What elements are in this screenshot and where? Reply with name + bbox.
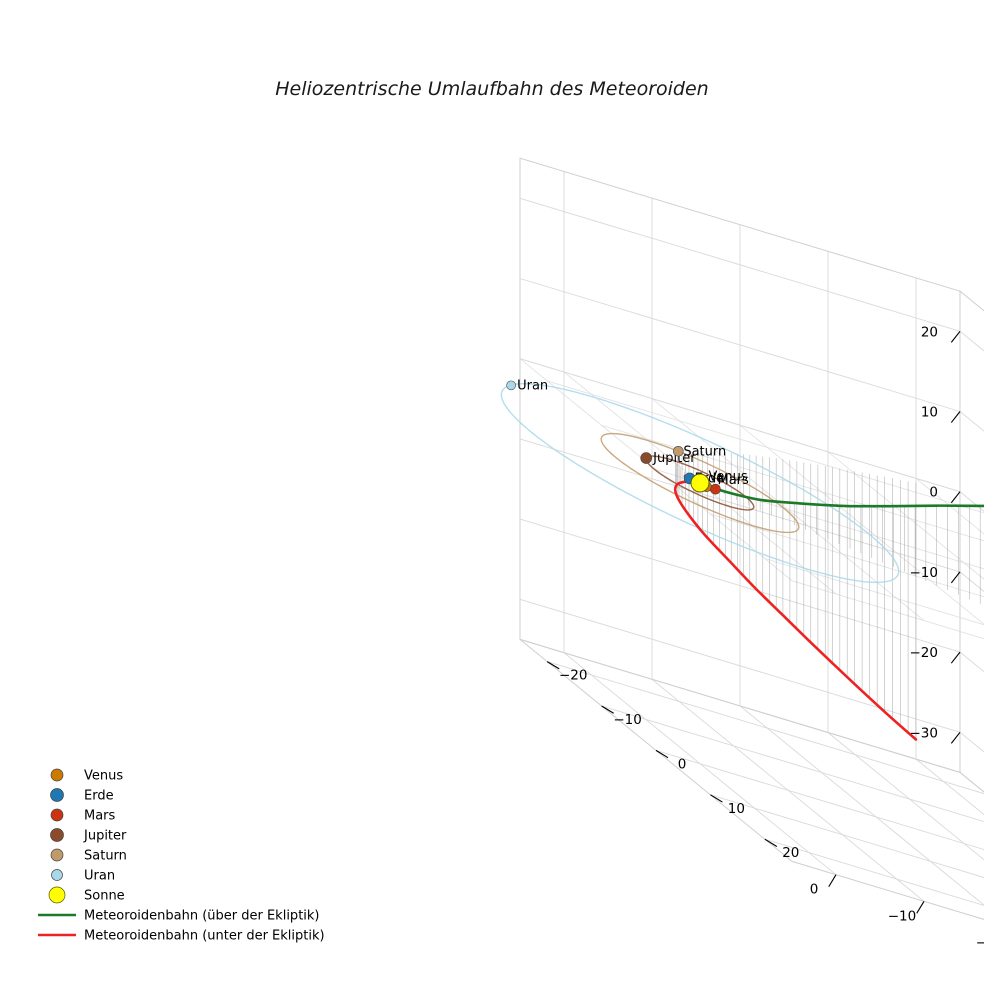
legend-dot-swatch (50, 828, 64, 842)
ytick-3: 10 (728, 801, 745, 817)
legend-dot-swatch (50, 808, 64, 822)
meteoroid-trajectory (673, 480, 984, 741)
xtick-4-mark (828, 874, 837, 888)
legend-dot-swatch (50, 768, 64, 782)
legend-item-mars: Mars (50, 808, 116, 824)
legend-label: Mars (84, 809, 116, 824)
legend-item-sonne: Sonne (48, 886, 125, 904)
xtick-3-mark (916, 901, 925, 914)
legend-item-erde: Erde (50, 788, 114, 804)
ztick-3: −10 (910, 565, 939, 581)
ytick-3-mark (710, 794, 723, 803)
body-uran: Uran (506, 378, 548, 393)
orbit-saturn (600, 432, 800, 534)
ytick-2: 0 (678, 756, 687, 772)
trajectory-stem-lines (675, 451, 981, 740)
marker-jupiter (640, 452, 652, 464)
ytick-2-mark (655, 749, 669, 759)
ztick-0: 20 (921, 324, 938, 340)
legend-dot-swatch (51, 869, 63, 881)
ytick-4: 20 (782, 845, 799, 861)
label-uran: Uran (517, 378, 548, 393)
marker-sonne (690, 473, 710, 493)
ztick-2: 0 (929, 485, 938, 501)
ztick-1-mark (950, 411, 961, 423)
legend-dot-swatch (48, 886, 66, 904)
xtick-2: −20 (976, 935, 984, 951)
ytick-0-mark (546, 661, 560, 670)
page-title: Heliozentrische Umlaufbahn des Meteoroid… (275, 78, 708, 100)
xtick-4: 0 (810, 882, 819, 898)
xtick-3: −10 (888, 908, 917, 924)
body-jupiter: Jupiter (640, 451, 696, 466)
legend-item-meteoroidenbahn-unter-der-ekliptik: Meteoroidenbahn (unter der Ekliptik) (38, 929, 325, 944)
legend-label: Sonne (84, 889, 125, 904)
legend-label: Uran (84, 869, 115, 884)
orbit-uran (500, 382, 900, 584)
legend-item-saturn: Saturn (50, 848, 127, 864)
marker-saturn (673, 445, 684, 457)
marker-mars (710, 483, 721, 495)
ytick-1-mark (601, 705, 614, 714)
ztick-5-mark (950, 731, 961, 744)
ytick-0: −20 (559, 668, 588, 684)
legend-item-meteoroidenbahn-ber-der-ekliptik: Meteoroidenbahn (über der Ekliptik) (38, 909, 320, 924)
body-saturn: Saturn (673, 444, 726, 459)
body-mars: Mars (710, 473, 749, 495)
ztick-4-mark (950, 651, 961, 664)
marker-uran (506, 380, 516, 391)
legend-dot-swatch (50, 788, 64, 802)
label-venus: Venus (709, 470, 748, 485)
body-sonne (690, 473, 710, 493)
ztick-5: −30 (910, 725, 939, 741)
legend-label: Jupiter (83, 829, 127, 844)
legend-dot-swatch (50, 848, 64, 862)
label-saturn: Saturn (683, 444, 726, 459)
ztick-4: −20 (910, 645, 939, 661)
meteoroid-track-above-ecliptic (698, 481, 984, 508)
legend-label: Erde (84, 789, 114, 804)
legend: Venus Erde Mars Jupiter Saturn Uran Sonne Meteo… (38, 769, 325, 944)
ztick-1: 10 (921, 405, 938, 421)
ytick-4-mark (764, 838, 778, 847)
ztick-0-mark (950, 330, 961, 343)
legend-label: Meteoroidenbahn (über der Ekliptik) (84, 909, 320, 924)
label-mars: Mars (717, 473, 749, 488)
legend-label: Saturn (84, 849, 127, 864)
legend-label: Meteoroidenbahn (unter der Ekliptik) (84, 929, 325, 944)
label-jupiter: Jupiter (652, 451, 696, 466)
legend-item-venus: Venus (50, 768, 123, 784)
meteoroid-track-below-ecliptic (673, 480, 918, 741)
ztick-2-mark (950, 491, 961, 504)
ytick-1: −10 (613, 712, 642, 728)
legend-item-uran: Uran (51, 869, 115, 884)
legend-label: Venus (84, 769, 123, 784)
ztick-3-mark (950, 571, 961, 584)
legend-item-jupiter: Jupiter (50, 828, 127, 844)
